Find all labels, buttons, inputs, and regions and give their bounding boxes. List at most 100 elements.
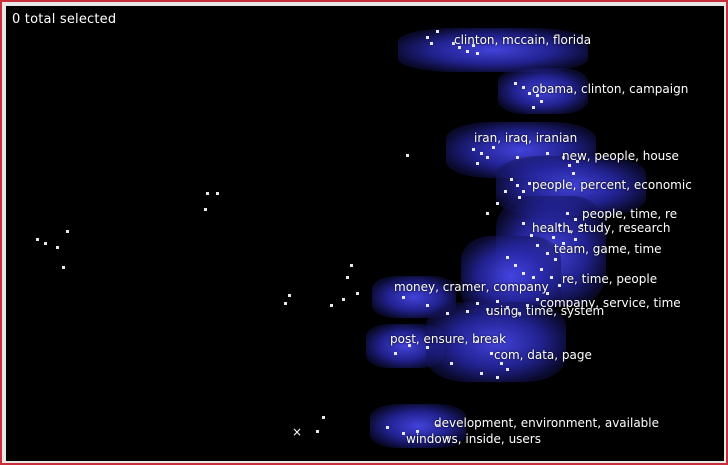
- data-point[interactable]: [288, 294, 291, 297]
- data-point[interactable]: [522, 222, 525, 225]
- data-point[interactable]: [496, 202, 499, 205]
- data-point[interactable]: [486, 308, 489, 311]
- topic-label-t11[interactable]: company, service, time: [540, 296, 681, 310]
- data-point[interactable]: [458, 46, 461, 49]
- data-point[interactable]: [62, 266, 65, 269]
- data-point[interactable]: [44, 242, 47, 245]
- data-point[interactable]: [530, 234, 533, 237]
- data-point[interactable]: [436, 424, 439, 427]
- data-point[interactable]: [284, 302, 287, 305]
- data-point[interactable]: [486, 156, 489, 159]
- data-point[interactable]: [526, 304, 529, 307]
- data-point[interactable]: [566, 212, 569, 215]
- data-point[interactable]: [522, 190, 525, 193]
- data-point[interactable]: [394, 352, 397, 355]
- data-point[interactable]: [510, 178, 513, 181]
- data-point[interactable]: [346, 276, 349, 279]
- data-point[interactable]: [466, 50, 469, 53]
- data-point[interactable]: [558, 284, 561, 287]
- data-point[interactable]: [446, 436, 449, 439]
- data-point[interactable]: [350, 264, 353, 267]
- data-point[interactable]: [402, 296, 405, 299]
- data-point[interactable]: [430, 42, 433, 45]
- topic-label-t5[interactable]: people, percent, economic: [532, 178, 692, 192]
- topic-label-t15[interactable]: development, environment, available: [434, 416, 660, 430]
- topic-label-t4[interactable]: new, people, house: [562, 149, 679, 163]
- data-point[interactable]: [574, 218, 577, 221]
- data-point[interactable]: [446, 312, 449, 315]
- data-point[interactable]: [536, 244, 539, 247]
- data-point[interactable]: [476, 302, 479, 305]
- topic-label-t3[interactable]: iran, iraq, iranian: [474, 131, 578, 145]
- data-point[interactable]: [500, 362, 503, 365]
- data-point[interactable]: [426, 36, 429, 39]
- topic-label-t10[interactable]: money, cramer, company: [394, 280, 549, 294]
- data-point[interactable]: [562, 242, 565, 245]
- data-point[interactable]: [66, 230, 69, 233]
- data-point[interactable]: [514, 264, 517, 267]
- data-point[interactable]: [426, 346, 429, 349]
- topic-label-t13[interactable]: post, ensure, break: [390, 332, 507, 346]
- data-point[interactable]: [480, 152, 483, 155]
- data-point[interactable]: [472, 148, 475, 151]
- data-point[interactable]: [486, 212, 489, 215]
- data-point[interactable]: [518, 312, 521, 315]
- data-point[interactable]: [522, 272, 525, 275]
- data-point[interactable]: [476, 340, 479, 343]
- data-point[interactable]: [540, 268, 543, 271]
- data-point[interactable]: [532, 106, 535, 109]
- data-point[interactable]: [506, 306, 509, 309]
- data-point[interactable]: [342, 298, 345, 301]
- data-point[interactable]: [528, 92, 531, 95]
- data-point[interactable]: [36, 238, 39, 241]
- data-point[interactable]: [356, 292, 359, 295]
- data-point[interactable]: [540, 100, 543, 103]
- data-point[interactable]: [316, 430, 319, 433]
- data-point[interactable]: [554, 258, 557, 261]
- data-point[interactable]: [466, 310, 469, 313]
- data-point[interactable]: [406, 154, 409, 157]
- data-point[interactable]: [506, 368, 509, 371]
- data-point[interactable]: [330, 304, 333, 307]
- data-point[interactable]: [476, 162, 479, 165]
- data-point[interactable]: [416, 430, 419, 433]
- data-point[interactable]: [552, 236, 555, 239]
- topic-label-t6[interactable]: people, time, re: [582, 207, 678, 221]
- topic-map-canvas[interactable]: clinton, mccain, florida obama, clinton,…: [6, 6, 724, 461]
- data-point[interactable]: [386, 426, 389, 429]
- topic-label-t7[interactable]: health, study, research: [532, 221, 671, 235]
- data-point[interactable]: [56, 246, 59, 249]
- data-point[interactable]: [532, 276, 535, 279]
- data-point[interactable]: [206, 192, 209, 195]
- data-point[interactable]: [408, 344, 411, 347]
- data-point[interactable]: [450, 362, 453, 365]
- data-point[interactable]: [546, 252, 549, 255]
- data-point[interactable]: [536, 298, 539, 301]
- data-point[interactable]: [476, 52, 479, 55]
- data-point[interactable]: [436, 30, 439, 33]
- data-point[interactable]: [496, 376, 499, 379]
- data-point[interactable]: [546, 152, 549, 155]
- data-point[interactable]: [514, 82, 517, 85]
- topic-label-t16[interactable]: windows, inside, users: [406, 432, 541, 446]
- data-point[interactable]: [580, 224, 583, 227]
- data-point[interactable]: [492, 146, 495, 149]
- topic-label-t9[interactable]: re, time, people: [562, 272, 658, 286]
- data-point[interactable]: [522, 86, 525, 89]
- topic-label-t1[interactable]: clinton, mccain, florida: [454, 33, 592, 47]
- data-point[interactable]: [506, 256, 509, 259]
- data-point[interactable]: [504, 190, 507, 193]
- data-point[interactable]: [516, 156, 519, 159]
- data-point[interactable]: [216, 192, 219, 195]
- data-point[interactable]: [568, 230, 571, 233]
- data-point[interactable]: [574, 238, 577, 241]
- data-point[interactable]: [536, 94, 539, 97]
- data-point[interactable]: [550, 276, 553, 279]
- data-point[interactable]: [452, 42, 455, 45]
- data-point[interactable]: [426, 304, 429, 307]
- data-point[interactable]: [546, 292, 549, 295]
- data-point[interactable]: [490, 352, 493, 355]
- data-point[interactable]: [562, 156, 565, 159]
- topic-label-t14[interactable]: com, data, page: [494, 348, 592, 362]
- data-point[interactable]: [576, 160, 579, 163]
